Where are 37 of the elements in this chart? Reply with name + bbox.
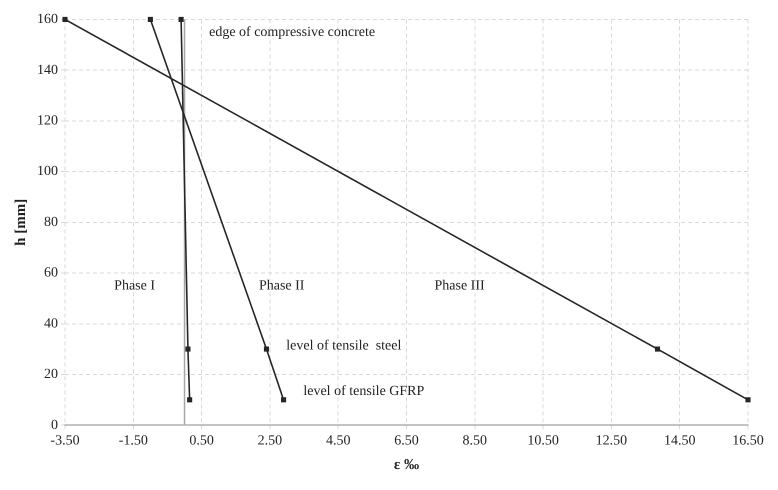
annotation: Phase I: [114, 278, 156, 294]
y-tick-label: 40: [44, 316, 58, 332]
point: [264, 346, 270, 352]
x-tick-label: -3.50: [50, 433, 80, 448]
x-tick-label: 6.50: [394, 433, 419, 448]
y-tick-label: 160: [37, 12, 58, 28]
y-tick-label: 20: [44, 367, 58, 382]
x-tick-label: 2.50: [258, 433, 282, 448]
x-tick-label: 14.50: [664, 433, 696, 448]
point: [654, 346, 660, 352]
x-tick-label: 12.50: [596, 433, 628, 448]
annotation: edge of compressive concrete: [209, 25, 376, 40]
point: [187, 397, 192, 402]
y-tick-label: 60: [44, 266, 58, 281]
x-tick-label: 16.50: [732, 433, 764, 448]
x-tick-label: 8.50: [462, 433, 488, 448]
point: [280, 397, 286, 402]
annotation: level of tensile steel: [286, 338, 402, 354]
y-tick-label: 120: [37, 114, 58, 129]
annotation: Phase III: [434, 278, 485, 294]
y-tick-label: 100: [37, 164, 58, 180]
x-tick-label: 10.50: [527, 433, 559, 448]
point: [178, 16, 184, 22]
x-tick-label: 4.50: [326, 433, 350, 448]
point: [148, 16, 153, 22]
x-tick-label: 0.50: [189, 433, 214, 448]
y-axis-title: h [mm]: [12, 198, 29, 246]
y-tick-label: 0: [51, 418, 58, 433]
point: [62, 16, 68, 22]
annotation: level of tensile GFRP: [303, 384, 425, 400]
point: [185, 346, 191, 352]
x-axis-title: ε ‰: [394, 456, 420, 473]
y-tick-label: 140: [37, 62, 58, 78]
annotation: Phase II: [258, 278, 305, 294]
point: [745, 397, 751, 402]
y-tick-label: 80: [44, 214, 58, 230]
x-tick-label: -1.50: [118, 433, 148, 448]
